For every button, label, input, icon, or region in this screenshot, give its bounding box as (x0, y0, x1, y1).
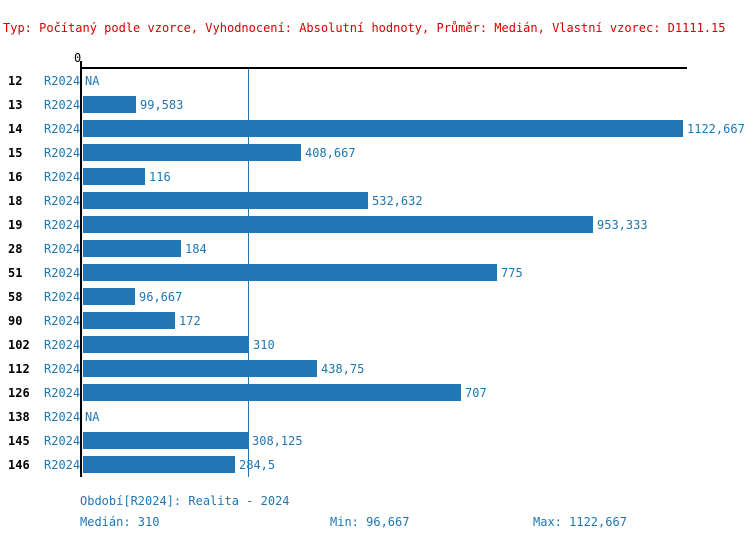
row-period-label: R2024 (44, 122, 81, 136)
value-bar[interactable] (83, 384, 461, 401)
value-bar[interactable] (83, 144, 301, 161)
row-period-label: R2024 (44, 194, 81, 208)
chart-row: 112 R2024 438,75 (0, 357, 750, 381)
row-period-label: R2024 (44, 410, 81, 424)
bar-value-label: 438,75 (321, 362, 365, 376)
row-period-label: R2024 (44, 146, 81, 160)
value-bar[interactable] (83, 168, 145, 185)
bar-value-label: NA (85, 74, 100, 88)
row-id-label: 13 (8, 98, 23, 112)
bar-value-label: 284,5 (239, 458, 276, 472)
bar-value-label: 1122,667 (687, 122, 745, 136)
row-period-label: R2024 (44, 362, 81, 376)
bar-value-label: NA (85, 410, 100, 424)
chart-row: 146 R2024 284,5 (0, 453, 750, 477)
value-bar[interactable] (83, 240, 181, 257)
row-period-label: R2024 (44, 338, 81, 352)
row-id-label: 146 (8, 458, 30, 472)
chart-row: 28 R2024 184 (0, 237, 750, 261)
footer-max-stat: Max: 1122,667 (533, 515, 627, 529)
footer-period-label: Období[R2024]: Realita - 2024 (80, 494, 290, 508)
row-period-label: R2024 (44, 458, 81, 472)
row-id-label: 28 (8, 242, 23, 256)
row-id-label: 12 (8, 74, 23, 88)
bar-value-label: 99,583 (140, 98, 184, 112)
value-bar[interactable] (83, 336, 249, 353)
row-id-label: 145 (8, 434, 30, 448)
value-bar[interactable] (83, 360, 317, 377)
bar-value-label: 775 (501, 266, 523, 280)
chart-row: 90 R2024 172 (0, 309, 750, 333)
row-period-label: R2024 (44, 290, 81, 304)
row-period-label: R2024 (44, 434, 81, 448)
row-id-label: 18 (8, 194, 23, 208)
chart-row: 138 R2024 NA (0, 405, 750, 429)
row-id-label: 90 (8, 314, 23, 328)
row-period-label: R2024 (44, 266, 81, 280)
x-axis-zero-tick-label: 0 (74, 51, 82, 65)
row-period-label: R2024 (44, 386, 81, 400)
chart-row: 15 R2024 408,667 (0, 141, 750, 165)
value-bar[interactable] (83, 96, 136, 113)
row-id-label: 16 (8, 170, 23, 184)
row-period-label: R2024 (44, 170, 81, 184)
bar-value-label: 310 (253, 338, 275, 352)
x-axis-line (80, 67, 687, 69)
bar-rows-container: 12 R2024 NA 13 R2024 99,583 14 R2024 1122,667 15 R… (0, 69, 750, 477)
bar-value-label: 532,632 (372, 194, 423, 208)
value-bar[interactable] (83, 192, 368, 209)
row-period-label: R2024 (44, 314, 81, 328)
value-bar[interactable] (83, 216, 593, 233)
row-id-label: 15 (8, 146, 23, 160)
chart-row: 16 R2024 116 (0, 165, 750, 189)
row-id-label: 126 (8, 386, 30, 400)
value-bar[interactable] (83, 264, 497, 281)
row-id-label: 138 (8, 410, 30, 424)
bar-value-label: 116 (149, 170, 171, 184)
bar-value-label: 96,667 (139, 290, 183, 304)
bar-value-label: 172 (179, 314, 201, 328)
chart-row: 12 R2024 NA (0, 69, 750, 93)
chart-row: 19 R2024 953,333 (0, 213, 750, 237)
bar-value-label: 707 (465, 386, 487, 400)
chart-row: 126 R2024 707 (0, 381, 750, 405)
chart-row: 58 R2024 96,667 (0, 285, 750, 309)
chart-row: 18 R2024 532,632 (0, 189, 750, 213)
row-id-label: 51 (8, 266, 23, 280)
row-id-label: 102 (8, 338, 30, 352)
chart-row: 145 R2024 308,125 (0, 429, 750, 453)
row-id-label: 58 (8, 290, 23, 304)
value-bar[interactable] (83, 432, 248, 449)
chart-row: 102 R2024 310 (0, 333, 750, 357)
row-period-label: R2024 (44, 242, 81, 256)
bar-value-label: 408,667 (305, 146, 356, 160)
footer-median-stat: Medián: 310 (80, 515, 160, 529)
chart-row: 14 R2024 1122,667 (0, 117, 750, 141)
row-id-label: 112 (8, 362, 30, 376)
bar-value-label: 308,125 (252, 434, 303, 448)
value-bar[interactable] (83, 120, 683, 137)
row-period-label: R2024 (44, 98, 81, 112)
chart-row: 13 R2024 99,583 (0, 93, 750, 117)
row-id-label: 14 (8, 122, 23, 136)
bar-value-label: 184 (185, 242, 207, 256)
row-id-label: 19 (8, 218, 23, 232)
y-axis-line (80, 61, 82, 477)
row-period-label: R2024 (44, 74, 81, 88)
report-config-header: Typ: Počítaný podle vzorce, Vyhodnocení:… (3, 21, 726, 35)
footer-min-stat: Min: 96,667 (330, 515, 410, 529)
bar-value-label: 953,333 (597, 218, 648, 232)
row-period-label: R2024 (44, 218, 81, 232)
value-bar[interactable] (83, 312, 175, 329)
chart-row: 51 R2024 775 (0, 261, 750, 285)
value-bar[interactable] (83, 456, 235, 473)
value-bar[interactable] (83, 288, 135, 305)
